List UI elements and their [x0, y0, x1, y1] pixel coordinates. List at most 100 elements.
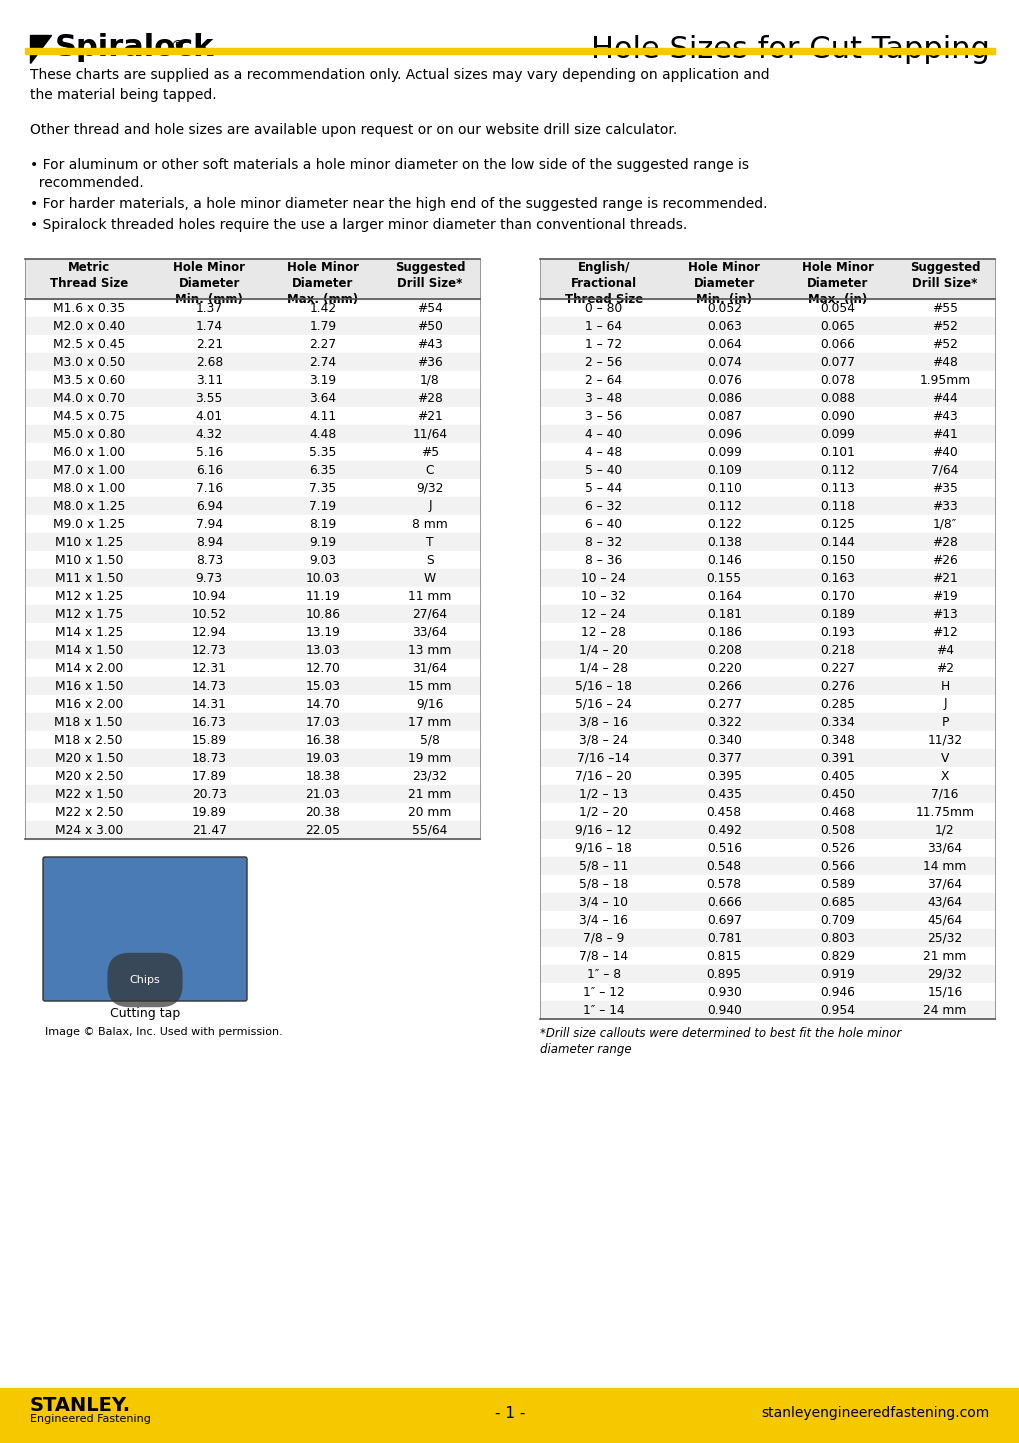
Text: 0.548: 0.548: [706, 860, 741, 873]
Text: 0.516: 0.516: [706, 841, 741, 854]
Bar: [25, 532, 480, 551]
Text: 5/8 – 18: 5/8 – 18: [579, 877, 628, 890]
Text: 1″ – 8: 1″ – 8: [586, 967, 621, 980]
Bar: [25, 443, 480, 460]
Text: • Spiralock threaded holes require the use a larger minor diameter than conventi: • Spiralock threaded holes require the u…: [30, 218, 687, 232]
Text: #36: #36: [417, 355, 442, 368]
Text: 33/64: 33/64: [412, 625, 447, 638]
Text: 20 mm: 20 mm: [408, 805, 451, 818]
Text: #28: #28: [417, 391, 442, 404]
Bar: [539, 659, 994, 677]
Text: M22 x 2.50: M22 x 2.50: [54, 805, 122, 818]
Text: 13 mm: 13 mm: [408, 644, 451, 657]
Text: 7.94: 7.94: [196, 518, 222, 531]
Text: 0 – 80: 0 – 80: [585, 302, 622, 315]
Text: 0.589: 0.589: [819, 877, 855, 890]
Text: 0.087: 0.087: [706, 410, 741, 423]
Text: 3.55: 3.55: [196, 391, 223, 404]
Text: 8.19: 8.19: [309, 518, 336, 531]
Text: 11.75mm: 11.75mm: [915, 805, 973, 818]
Text: 0.266: 0.266: [706, 680, 741, 693]
Text: 11/64: 11/64: [412, 427, 447, 440]
Text: 9/32: 9/32: [416, 482, 443, 495]
Text: 0.146: 0.146: [706, 554, 741, 567]
Text: 1″ – 14: 1″ – 14: [582, 1003, 624, 1016]
Text: 20.73: 20.73: [192, 788, 226, 801]
Text: 12.94: 12.94: [192, 625, 226, 638]
Text: 0.099: 0.099: [819, 427, 855, 440]
Bar: [25, 802, 480, 821]
Bar: [539, 732, 994, 749]
Text: #52: #52: [931, 319, 957, 332]
Text: 3.11: 3.11: [196, 374, 222, 387]
Text: 7/8 – 14: 7/8 – 14: [579, 949, 628, 962]
Text: 14 mm: 14 mm: [922, 860, 966, 873]
Text: M9.0 x 1.25: M9.0 x 1.25: [53, 518, 124, 531]
Text: 10 – 24: 10 – 24: [581, 571, 626, 584]
Text: 11/32: 11/32: [926, 733, 962, 746]
Bar: [539, 258, 994, 299]
Bar: [539, 893, 994, 911]
Text: #35: #35: [931, 482, 957, 495]
Bar: [539, 299, 994, 317]
Text: 0.391: 0.391: [819, 752, 855, 765]
Text: 21.03: 21.03: [306, 788, 340, 801]
Text: 0.066: 0.066: [819, 338, 855, 351]
Text: #2: #2: [935, 661, 953, 674]
Text: 6 – 32: 6 – 32: [585, 499, 622, 512]
Text: 12.31: 12.31: [192, 661, 226, 674]
Text: 15.03: 15.03: [306, 680, 340, 693]
Text: 5.35: 5.35: [309, 446, 336, 459]
Bar: [539, 426, 994, 443]
Text: STANLEY.: STANLEY.: [30, 1395, 131, 1416]
Text: M4.0 x 0.70: M4.0 x 0.70: [53, 391, 124, 404]
Text: 0.193: 0.193: [819, 625, 855, 638]
Text: 0.435: 0.435: [706, 788, 741, 801]
Bar: [25, 407, 480, 426]
Text: 17.89: 17.89: [192, 769, 226, 782]
Text: 15.89: 15.89: [192, 733, 226, 746]
Text: 14.73: 14.73: [192, 680, 226, 693]
Text: 0.340: 0.340: [706, 733, 741, 746]
Text: 0.170: 0.170: [819, 590, 855, 603]
Bar: [25, 496, 480, 515]
Text: 0.118: 0.118: [819, 499, 855, 512]
Bar: [539, 496, 994, 515]
Text: 13.03: 13.03: [306, 644, 340, 657]
Text: 1″ – 12: 1″ – 12: [582, 986, 624, 999]
Text: M1.6 x 0.35: M1.6 x 0.35: [53, 302, 124, 315]
Text: 3 – 48: 3 – 48: [585, 391, 622, 404]
Text: 0.954: 0.954: [819, 1003, 855, 1016]
Bar: [25, 768, 480, 785]
Text: 25/32: 25/32: [926, 932, 962, 945]
Text: 0.220: 0.220: [706, 661, 741, 674]
Text: 3.64: 3.64: [309, 391, 336, 404]
Bar: [25, 641, 480, 659]
Text: #50: #50: [417, 319, 442, 332]
Text: 2 – 64: 2 – 64: [585, 374, 622, 387]
Bar: [539, 443, 994, 460]
Text: 0.189: 0.189: [819, 608, 855, 620]
Bar: [25, 587, 480, 605]
Text: M20 x 1.50: M20 x 1.50: [54, 752, 122, 765]
Text: 10.86: 10.86: [306, 608, 340, 620]
Text: M12 x 1.75: M12 x 1.75: [54, 608, 122, 620]
Text: 13.19: 13.19: [306, 625, 340, 638]
Bar: [25, 48, 994, 53]
Text: X: X: [940, 769, 949, 782]
Text: 7.35: 7.35: [309, 482, 336, 495]
Text: 18.73: 18.73: [192, 752, 226, 765]
Text: 9/16: 9/16: [416, 697, 443, 710]
Text: 10.94: 10.94: [192, 590, 226, 603]
Text: 0.113: 0.113: [819, 482, 855, 495]
Text: 0.578: 0.578: [706, 877, 741, 890]
Text: 8 – 32: 8 – 32: [585, 535, 622, 548]
Text: 0.109: 0.109: [706, 463, 741, 476]
Bar: [539, 641, 994, 659]
Bar: [25, 569, 480, 587]
Text: 0.163: 0.163: [819, 571, 855, 584]
Bar: [539, 587, 994, 605]
Bar: [539, 1001, 994, 1019]
Text: 4.11: 4.11: [309, 410, 336, 423]
Text: 55/64: 55/64: [412, 824, 447, 837]
